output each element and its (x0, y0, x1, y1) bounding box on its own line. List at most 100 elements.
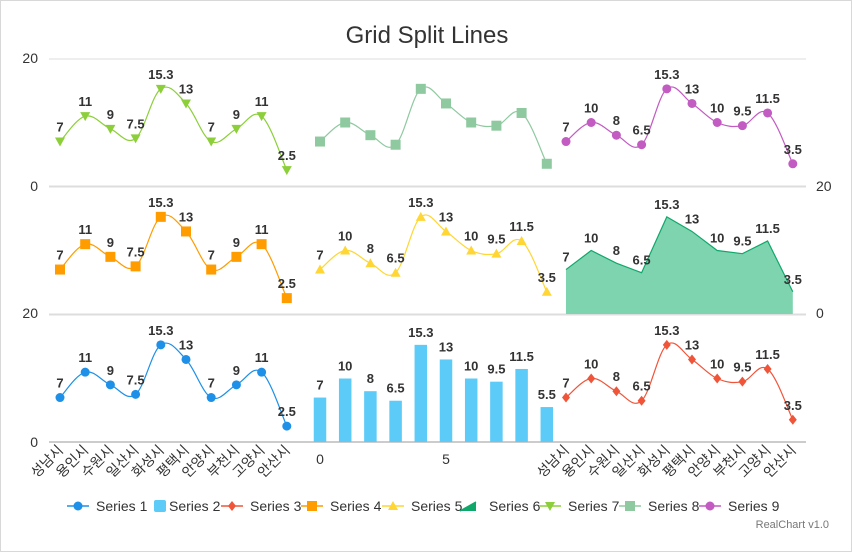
data-label-5-1: 10 (338, 229, 352, 244)
marker-1-3 (131, 389, 141, 399)
marker-1-1 (80, 367, 90, 377)
series-4-group: 7 11 9 7.5 15.3 13 7 9 11 2.5 (55, 195, 296, 304)
data-label-5-3: 6.5 (387, 251, 405, 266)
bar-2-9 (540, 407, 554, 442)
marker-8-9 (541, 158, 552, 169)
legend-label-4: Series 4 (330, 498, 382, 514)
marker-3-5 (688, 354, 696, 365)
marker-7-8 (256, 112, 267, 122)
marker-9-5 (687, 98, 697, 108)
data-label-4-1: 11 (78, 222, 92, 237)
marker-5-5 (441, 226, 451, 236)
area-line-6 (565, 215, 794, 293)
data-label-6-8: 11.5 (755, 221, 780, 236)
data-label-9-8: 11.5 (755, 91, 780, 106)
data-label-5-6: 10 (464, 229, 478, 244)
data-label-1-2: 9 (107, 363, 114, 378)
marker-3-7 (738, 376, 747, 387)
marker-3-0 (562, 392, 570, 403)
marker-5-0 (315, 264, 325, 274)
marker-7-9 (281, 166, 292, 176)
marker-5-1 (340, 245, 351, 255)
data-label-5-5: 13 (439, 209, 453, 224)
marker-7-2 (105, 124, 116, 134)
series-line-7 (59, 86, 288, 171)
data-label-7-3: 7.5 (127, 116, 145, 131)
legend-item-9[interactable]: Series 9 (699, 498, 780, 514)
marker-4-7 (231, 251, 242, 262)
data-label-4-4: 15.3 (148, 195, 173, 210)
data-label-7-8: 11 (255, 94, 269, 109)
marker-5-6 (466, 245, 477, 255)
data-label-3-3: 6.5 (633, 379, 651, 394)
marker-9-7 (737, 121, 747, 131)
data-label-1-3: 7.5 (127, 372, 145, 387)
marker-3-3 (637, 395, 646, 406)
data-label-6-2: 8 (613, 243, 620, 258)
data-label-3-4: 15.3 (654, 323, 679, 338)
legend-swatch-8 (625, 501, 635, 511)
series-6-group: 7 10 8 6.5 15.3 13 10 9.5 11.5 3.5 (562, 197, 802, 314)
legend-item-6[interactable]: Series 6 (459, 498, 541, 514)
legend-item-7[interactable]: Series 7 (539, 498, 620, 514)
marker-8-0 (315, 136, 325, 147)
data-label-7-4: 15.3 (148, 67, 173, 82)
marker-8-4 (415, 83, 426, 94)
data-label-1-4: 15.3 (148, 323, 173, 338)
marker-5-3 (390, 267, 401, 277)
legend-swatch-4 (307, 501, 317, 511)
data-label-9-0: 7 (562, 120, 569, 135)
legend-label-9: Series 9 (728, 498, 780, 514)
legend-swatch-5 (388, 501, 398, 510)
legend-swatch-2 (154, 500, 166, 512)
marker-3-2 (612, 386, 621, 397)
legend-label-8: Series 8 (648, 498, 700, 514)
credit-label: RealChart v1.0 (756, 519, 829, 531)
marker-1-8 (257, 367, 267, 377)
y-tick-right-0: 0 (816, 305, 824, 321)
data-label-6-4: 15.3 (654, 197, 679, 212)
marker-4-3 (130, 261, 141, 272)
data-label-3-8: 11.5 (755, 347, 780, 362)
data-label-1-5: 13 (179, 337, 193, 352)
legend[interactable]: Series 1 Series 2 Series 3 Series 4 Series 5… (67, 498, 780, 514)
y-tick-left-top-0: 0 (30, 178, 38, 194)
data-label-7-2: 9 (107, 107, 114, 122)
legend-item-4[interactable]: Series 4 (301, 498, 382, 514)
marker-5-4 (415, 211, 426, 221)
y-tick-left-top-20: 20 (22, 50, 38, 66)
marker-4-0 (55, 264, 65, 275)
data-label-2-8: 11.5 (509, 349, 534, 364)
bar-2-4 (414, 344, 428, 442)
legend-item-5[interactable]: Series 5 (382, 498, 463, 514)
marker-1-7 (231, 380, 241, 390)
marker-8-8 (516, 107, 527, 118)
legend-item-1[interactable]: Series 1 (67, 498, 148, 514)
marker-1-4 (156, 340, 166, 350)
marker-9-8 (763, 108, 773, 118)
data-label-5-0: 7 (316, 248, 323, 263)
legend-item-8[interactable]: Series 8 (619, 498, 700, 514)
data-label-2-9: 5.5 (538, 387, 556, 402)
marker-8-6 (466, 117, 477, 128)
data-label-7-7: 9 (233, 107, 240, 122)
series-1-group: 7 11 9 7.5 15.3 13 7 9 11 2.5 (55, 323, 296, 431)
data-label-6-0: 7 (562, 250, 569, 265)
chart-title: Grid Split Lines (346, 22, 509, 49)
series-line-1 (59, 342, 288, 427)
marker-9-0 (561, 137, 571, 147)
data-label-3-1: 10 (584, 357, 598, 372)
x-tick-middle-5: 5 (442, 451, 450, 467)
data-label-6-9: 3.5 (784, 272, 802, 287)
legend-item-2[interactable]: Series 2 (154, 498, 221, 514)
series-line-9 (565, 86, 794, 165)
marker-1-6 (206, 393, 216, 403)
legend-item-3[interactable]: Series 3 (221, 498, 302, 514)
marker-5-2 (365, 258, 376, 268)
series-line-8 (319, 86, 548, 165)
legend-swatch-line-6 (459, 501, 477, 512)
data-label-1-6: 7 (208, 376, 215, 391)
data-label-9-3: 6.5 (633, 123, 651, 138)
marker-4-9 (281, 293, 292, 304)
